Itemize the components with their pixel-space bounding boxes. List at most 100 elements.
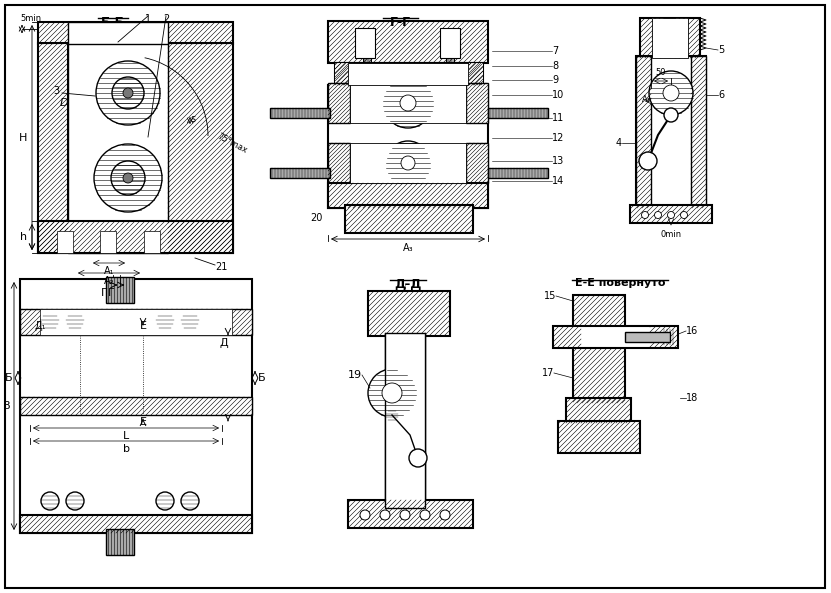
Circle shape <box>409 449 427 467</box>
Text: Д: Д <box>219 338 229 348</box>
Text: 5min: 5min <box>20 14 41 23</box>
Text: Е-Е повернуто: Е-Е повернуто <box>575 278 666 288</box>
Text: 75°max: 75°max <box>215 132 248 155</box>
Text: 50: 50 <box>656 68 666 77</box>
Text: A₂: A₂ <box>104 276 114 286</box>
Bar <box>38 43 68 253</box>
Text: Д-Д: Д-Д <box>395 278 421 291</box>
Bar <box>466 143 488 183</box>
Circle shape <box>112 77 144 109</box>
Circle shape <box>41 492 59 510</box>
Bar <box>106 529 134 555</box>
Text: 9: 9 <box>552 75 558 85</box>
Bar <box>335 63 483 85</box>
Text: b: b <box>122 444 130 454</box>
Circle shape <box>664 108 678 122</box>
Circle shape <box>66 492 84 510</box>
Bar <box>345 205 473 233</box>
Text: 4: 4 <box>616 138 622 148</box>
Circle shape <box>181 492 199 510</box>
Text: 6: 6 <box>718 90 724 100</box>
Bar <box>350 143 466 183</box>
Text: A₁: A₁ <box>104 266 114 276</box>
Text: 10: 10 <box>552 90 564 100</box>
Text: Е: Е <box>140 321 146 331</box>
Circle shape <box>386 409 398 421</box>
Bar <box>553 326 678 348</box>
Bar <box>385 333 425 508</box>
Text: L: L <box>123 431 129 441</box>
Circle shape <box>123 173 133 183</box>
Bar <box>558 421 640 453</box>
Circle shape <box>386 141 430 185</box>
Text: 1: 1 <box>145 14 151 24</box>
Bar <box>676 18 688 58</box>
Circle shape <box>382 383 402 403</box>
Text: 14: 14 <box>552 176 564 186</box>
Bar <box>328 183 488 208</box>
Text: Е: Е <box>140 417 146 427</box>
Circle shape <box>380 510 390 520</box>
Text: 2: 2 <box>163 14 170 24</box>
Circle shape <box>360 510 370 520</box>
Bar <box>57 231 73 253</box>
Circle shape <box>156 492 174 510</box>
Bar <box>650 326 678 348</box>
Bar <box>466 83 488 123</box>
Bar <box>106 277 134 303</box>
Bar <box>68 22 168 44</box>
Circle shape <box>667 212 675 218</box>
Text: h: h <box>20 232 27 242</box>
Circle shape <box>400 95 416 111</box>
Bar <box>38 221 233 253</box>
Bar <box>68 22 93 44</box>
Bar <box>20 279 252 533</box>
Bar <box>348 500 473 528</box>
Bar <box>469 63 483 85</box>
Bar <box>143 22 168 44</box>
Bar <box>363 53 371 63</box>
Bar <box>566 398 631 423</box>
Bar <box>355 28 375 58</box>
Text: 18: 18 <box>686 393 698 403</box>
Bar <box>20 397 252 415</box>
Bar <box>640 18 700 58</box>
Bar <box>335 63 349 85</box>
Circle shape <box>649 71 693 115</box>
Bar <box>553 326 581 348</box>
Bar <box>636 56 651 208</box>
Text: B: B <box>2 401 10 411</box>
Bar <box>144 231 160 253</box>
Bar <box>40 309 232 335</box>
Text: Г: Г <box>108 288 115 298</box>
Circle shape <box>156 312 174 330</box>
Bar <box>270 168 330 178</box>
Circle shape <box>96 61 160 125</box>
Text: 21: 21 <box>215 262 228 272</box>
Bar <box>350 83 466 123</box>
Bar <box>625 332 670 342</box>
Circle shape <box>400 510 410 520</box>
Circle shape <box>111 161 145 195</box>
Bar <box>488 108 548 118</box>
Bar <box>488 168 548 178</box>
Text: Б-Б: Б-Б <box>101 16 125 29</box>
Text: 11: 11 <box>552 113 564 123</box>
Text: 19: 19 <box>348 370 362 380</box>
Bar <box>446 53 454 63</box>
Text: 12: 12 <box>552 133 564 143</box>
Text: 5: 5 <box>718 45 725 55</box>
Text: D: D <box>59 98 68 108</box>
Bar <box>20 309 252 335</box>
Circle shape <box>663 85 679 101</box>
Text: Б: Б <box>5 373 13 383</box>
Bar <box>328 85 488 208</box>
Bar <box>328 83 350 123</box>
Circle shape <box>401 156 415 170</box>
Text: Б: Б <box>258 373 266 383</box>
Circle shape <box>66 312 84 330</box>
Bar <box>348 63 468 85</box>
Text: 15: 15 <box>543 291 556 301</box>
Circle shape <box>642 212 648 218</box>
Text: 13: 13 <box>552 156 564 166</box>
